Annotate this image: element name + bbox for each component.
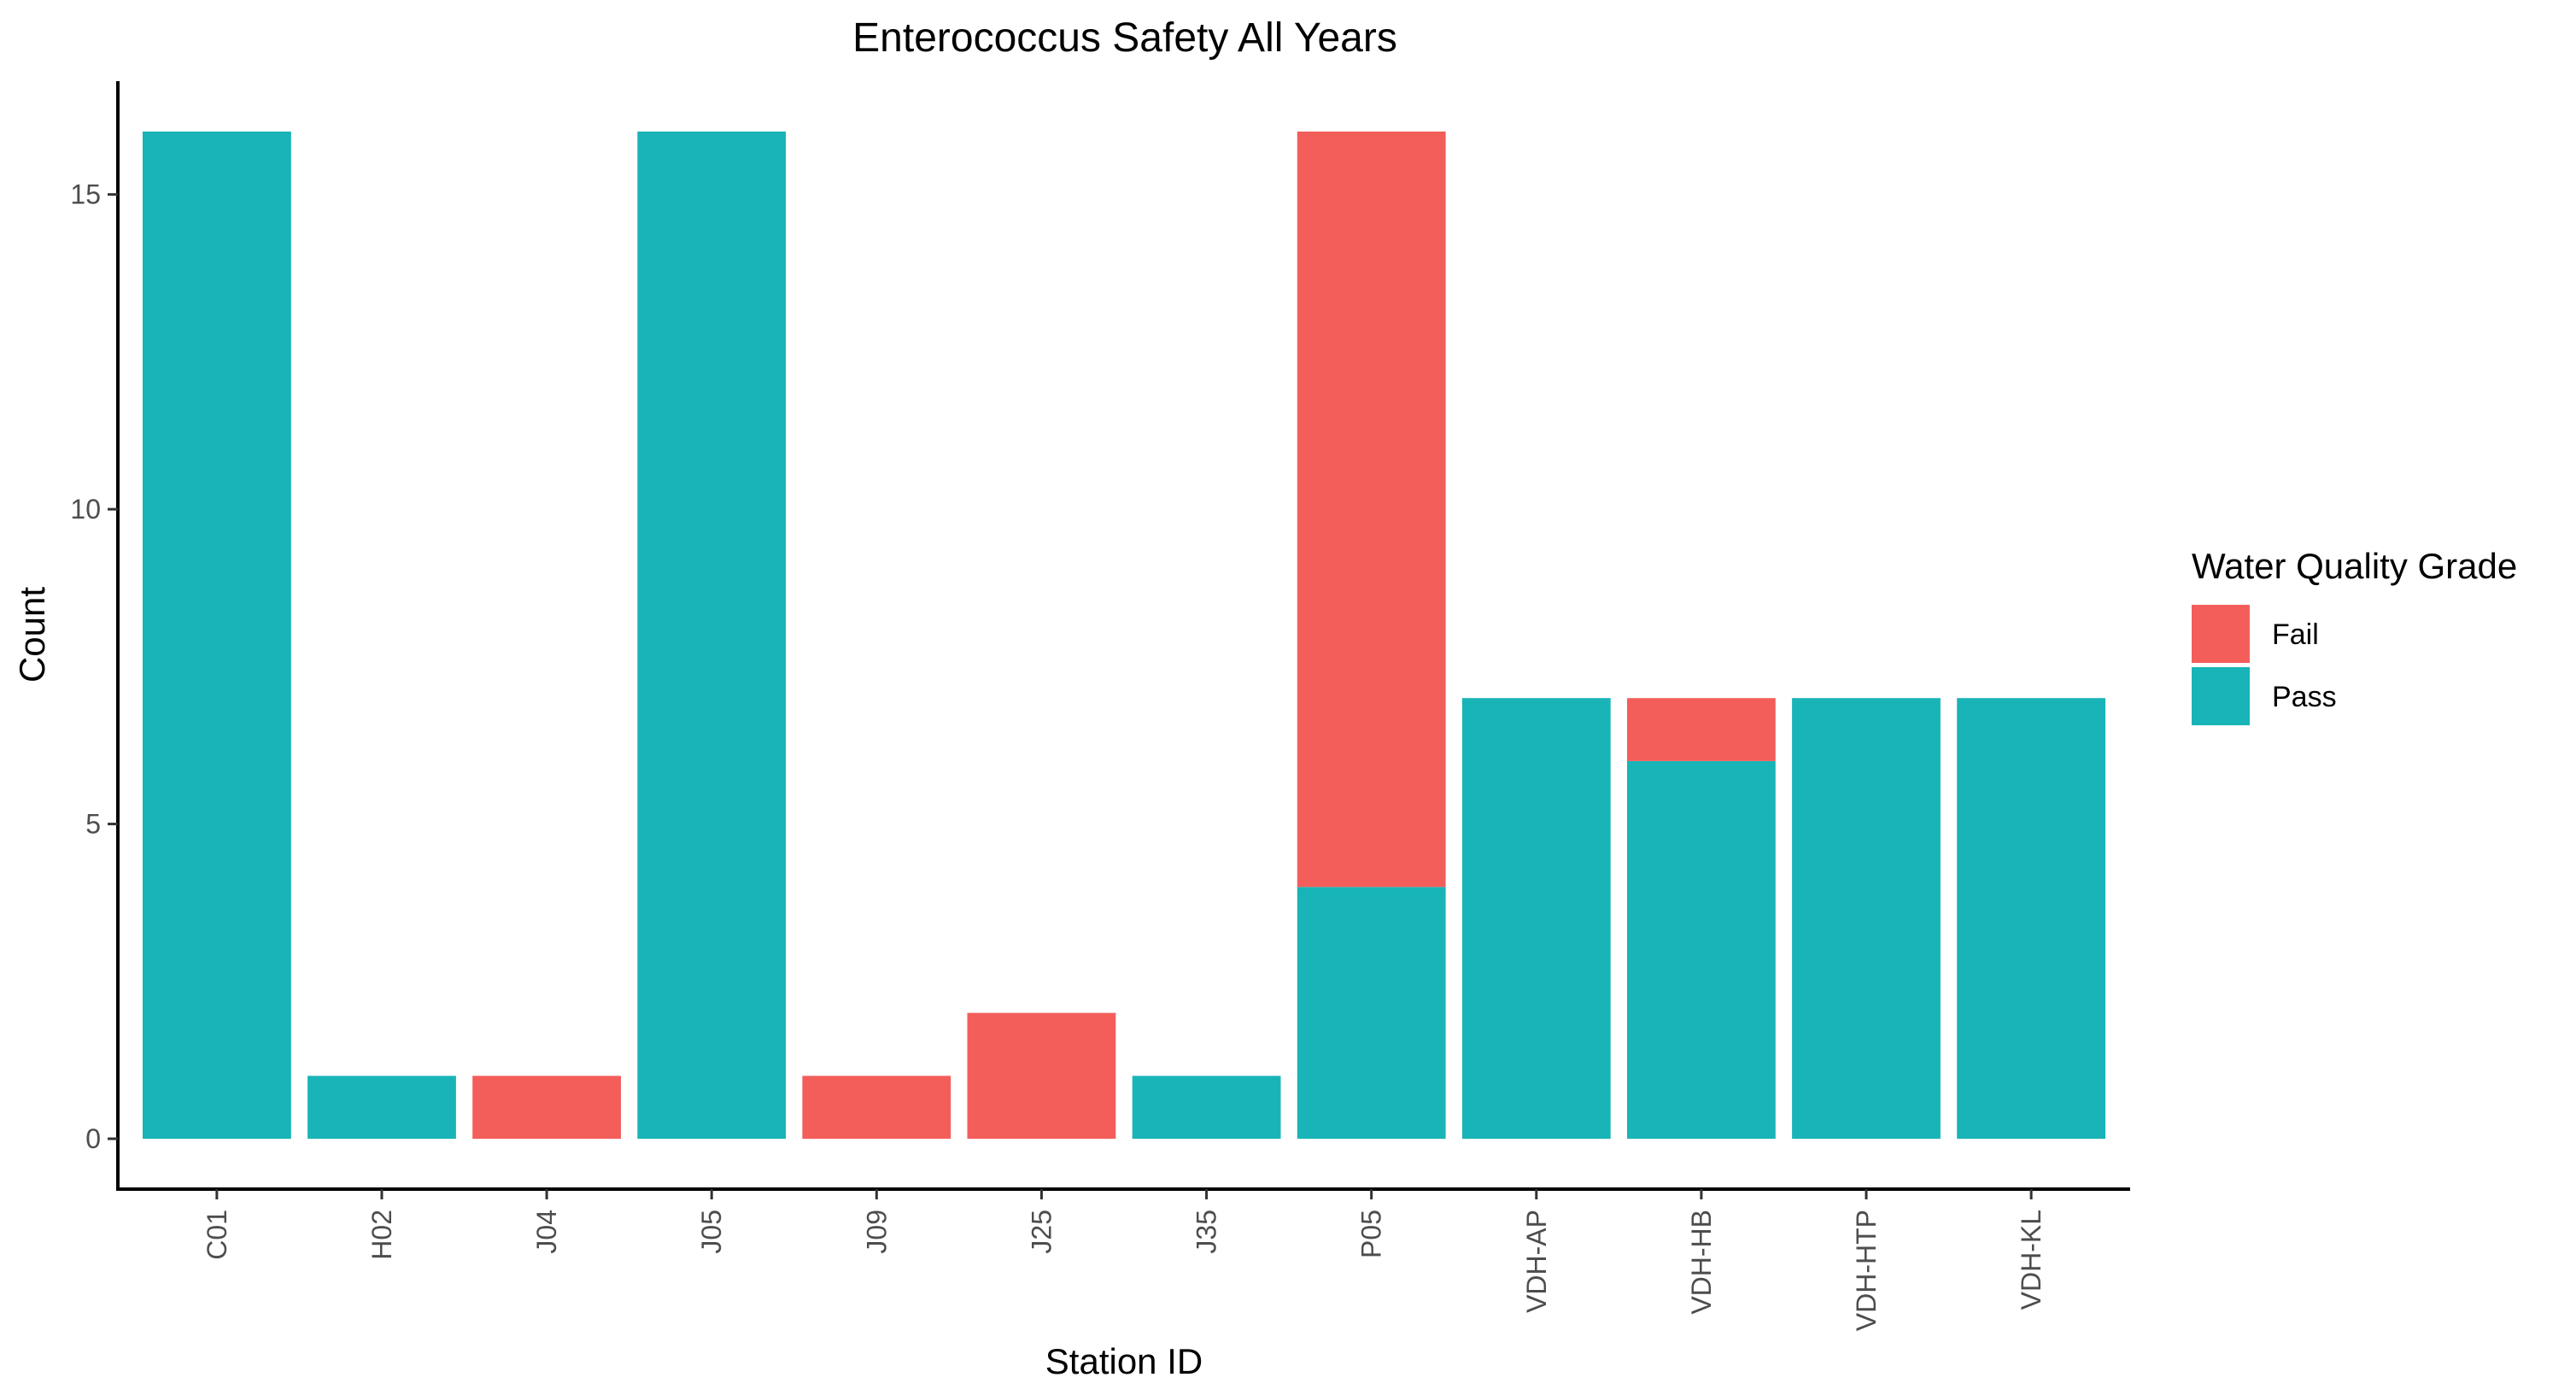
legend-swatch-fail [2192,605,2250,663]
x-tick-label-vdh-kl: VDH-KL [2016,1210,2046,1310]
legend-label-fail: Fail [2272,618,2319,651]
bar-c01-pass [143,132,291,1140]
y-tick-label: 5 [85,809,101,840]
bar-p05-pass [1297,887,1446,1140]
bar-p05-fail [1297,132,1446,888]
bar-j04-fail [472,1076,621,1140]
bar-vdh-hb-pass [1627,760,1776,1140]
bar-j25-fail [967,1012,1116,1140]
x-tick-label-j05: J05 [696,1210,727,1254]
bar-j09-fail [802,1076,951,1140]
legend-title: Water Quality Grade [2192,546,2517,586]
bar-vdh-hb-fail [1627,698,1776,761]
y-axis-ticks: 0 5 10 15 [70,179,118,1154]
bar-vdh-kl-pass [1957,698,2105,1140]
legend: Water Quality Grade Fail Pass [2192,546,2517,725]
chart-title: Enterococcus Safety All Years [852,15,1397,61]
x-axis-title: Station ID [1045,1341,1203,1381]
bar-vdh-htp-pass [1792,698,1941,1140]
x-tick-label-j25: J25 [1026,1210,1057,1254]
x-tick-label-p05: P05 [1356,1210,1387,1258]
legend-label-pass: Pass [2272,681,2337,713]
bar-j05-pass [637,132,787,1140]
x-tick-label-vdh-ap: VDH-AP [1521,1210,1552,1313]
x-tick-label-c01: C01 [202,1210,232,1260]
x-tick-label-h02: H02 [366,1210,397,1260]
y-tick-label: 15 [70,179,101,210]
x-tick-label-j04: J04 [531,1210,562,1254]
y-tick-label: 0 [85,1123,101,1154]
x-axis-ticks: C01 H02 J04 J05 J09 J25 J35 P05 VDH-AP VDH-HB VDH-… [202,1189,2046,1331]
bar-j35-pass [1132,1076,1281,1140]
bar-vdh-ap-pass [1461,698,1611,1140]
x-tick-label-vdh-htp: VDH-HTP [1851,1210,1882,1331]
y-axis-title: Count [12,587,52,683]
x-tick-label-j09: J09 [861,1210,892,1254]
plot-area [143,132,2105,1140]
legend-swatch-pass [2192,667,2250,725]
bar-h02-pass [307,1076,456,1140]
x-tick-label-vdh-hb: VDH-HB [1686,1210,1717,1315]
y-tick-label: 10 [70,494,101,525]
x-tick-label-j35: J35 [1191,1210,1222,1254]
